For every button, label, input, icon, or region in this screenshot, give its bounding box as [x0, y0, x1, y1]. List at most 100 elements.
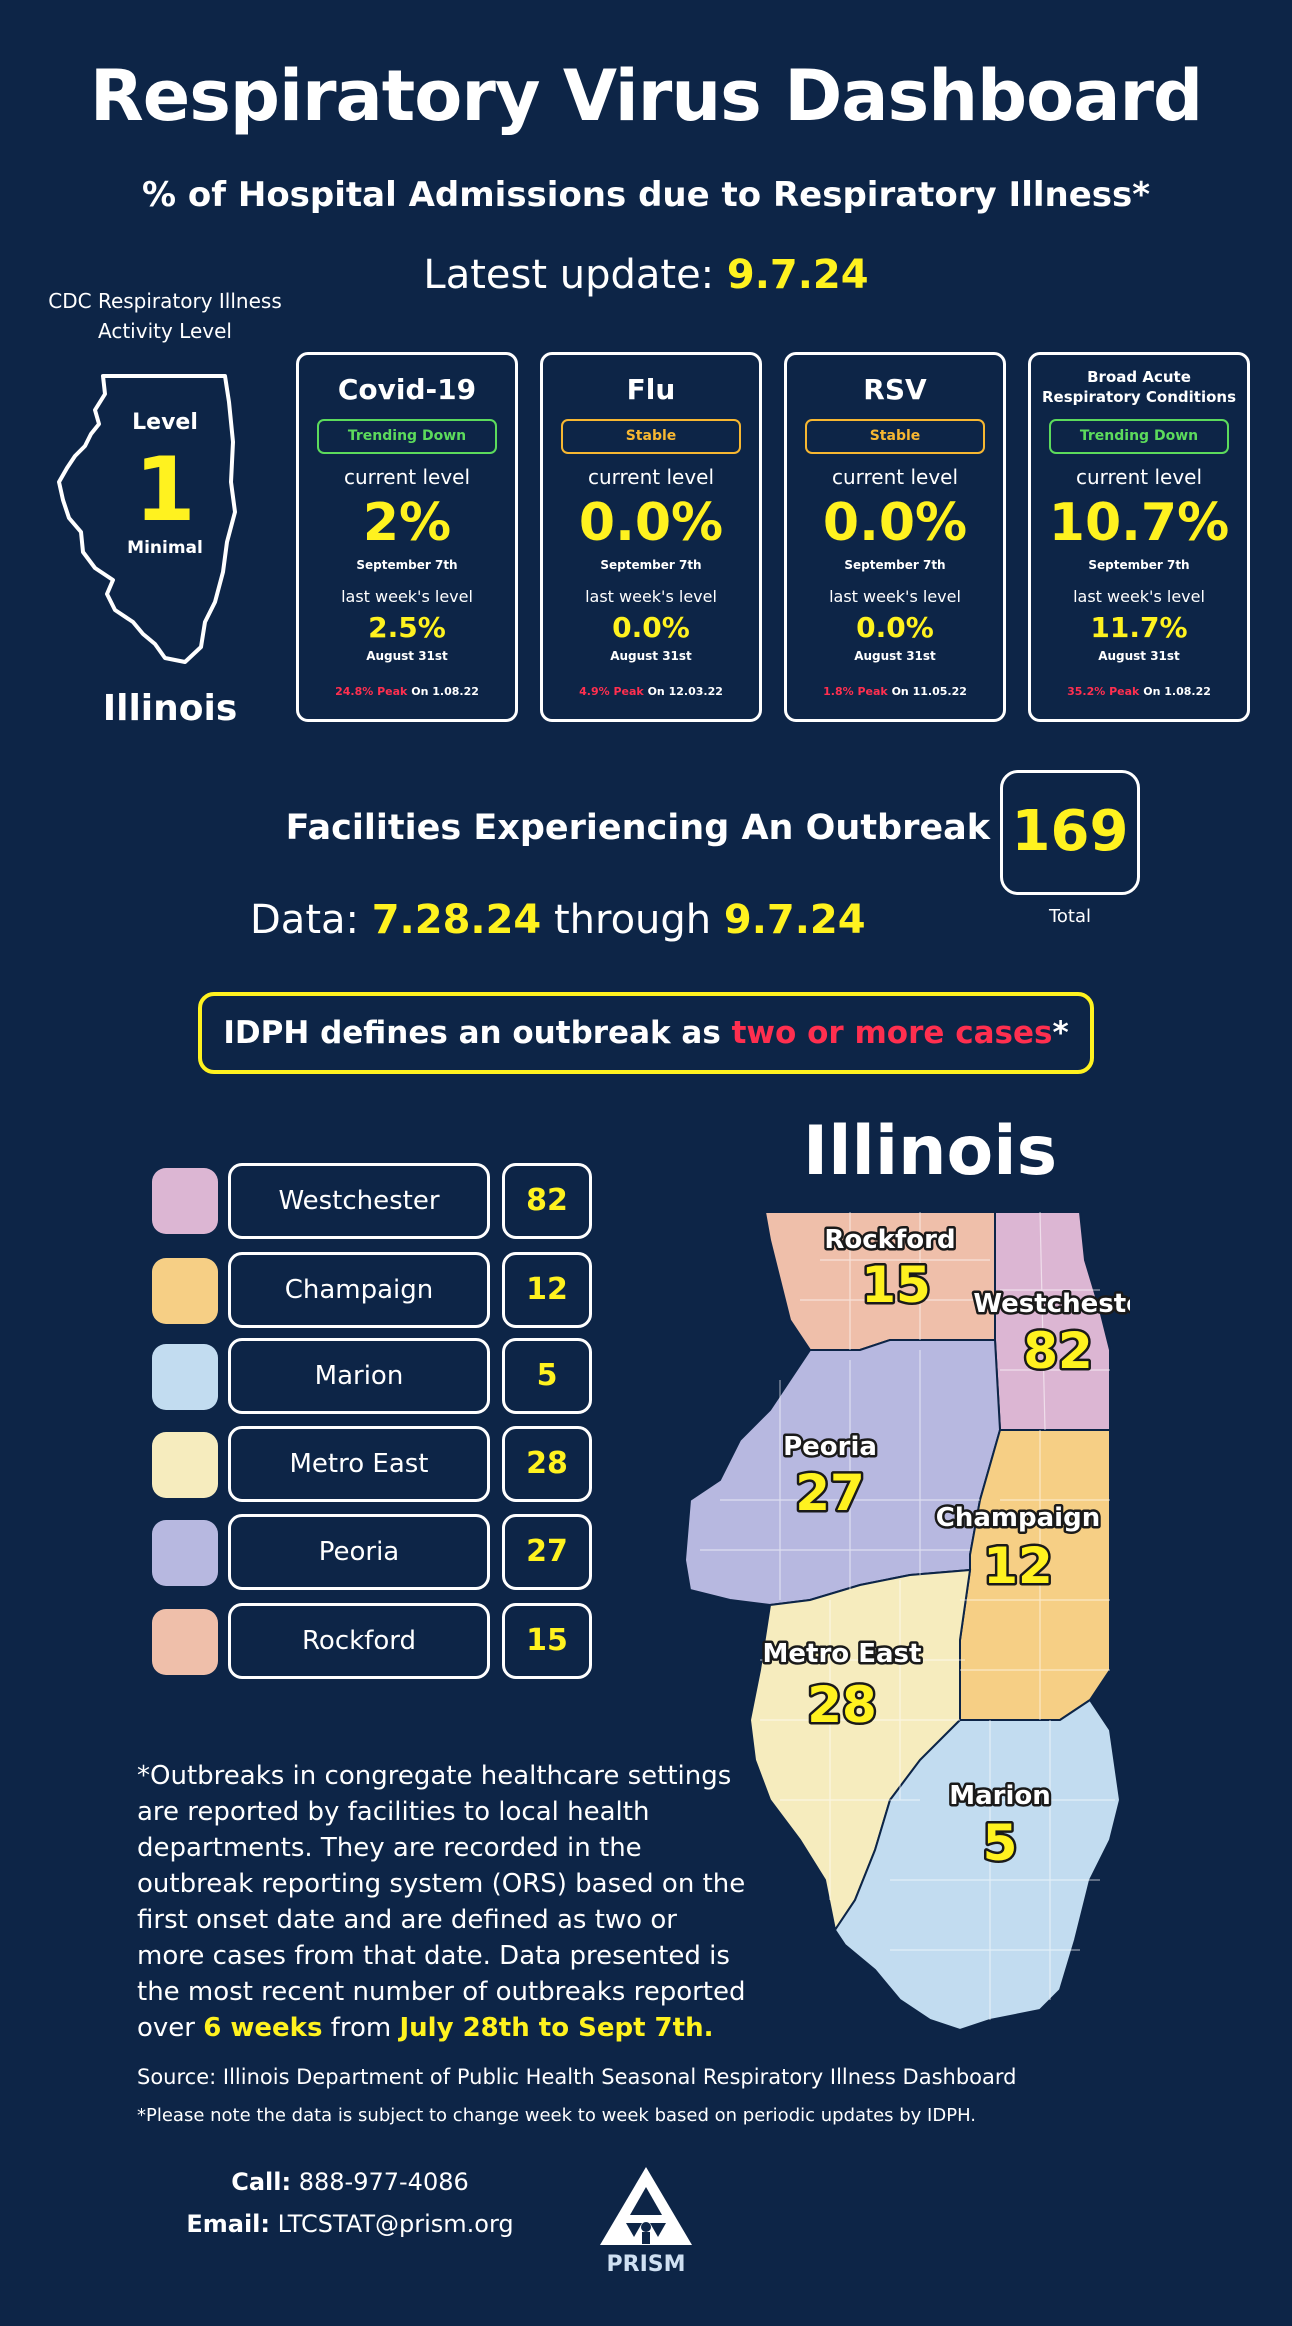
region-name: Champaign	[228, 1252, 490, 1328]
footnote-line: *Outbreaks in congregate healthcare sett…	[137, 1761, 732, 1791]
last-week-label: last week's level	[585, 587, 717, 606]
card-title: Flu	[626, 373, 676, 406]
map-label-rockford: Rockford	[824, 1225, 955, 1255]
region-swatch	[152, 1344, 218, 1410]
state-name: Illinois	[102, 688, 238, 729]
current-level-label: current level	[343, 465, 471, 489]
definition-suffix: *	[1052, 1015, 1069, 1051]
current-level-date: September 7th	[1088, 558, 1190, 572]
card-title-line2: Respiratory Conditions	[1041, 388, 1237, 406]
footnote-range: July 28th to Sept 7th.	[399, 2013, 714, 2043]
contact-email[interactable]: Email: LTCSTAT@prism.org	[150, 2210, 550, 2238]
phone-number[interactable]: 888-977-4086	[298, 2168, 469, 2196]
peak-value: 35.2% Peak	[1067, 685, 1140, 698]
region-count: 12	[502, 1252, 592, 1328]
map-label-marion: Marion	[949, 1781, 1051, 1811]
card-title: Covid-19	[337, 373, 477, 406]
outbreak-total: 169	[1000, 770, 1140, 895]
current-level-date: September 7th	[356, 558, 458, 572]
outbreak-definition: IDPH defines an outbreak as two or more …	[198, 992, 1094, 1074]
region-westchester	[994, 1211, 1111, 1431]
region-count: 28	[502, 1426, 592, 1502]
trend-badge: Stable	[805, 419, 985, 454]
disclaimer-note: *Please note the data is subject to chan…	[137, 2105, 977, 2126]
rsv-card: RSV Stable current level 0.0% September …	[784, 352, 1006, 722]
card-title: Broad Acute Respiratory Conditions	[1031, 367, 1247, 407]
region-swatch	[152, 1609, 218, 1675]
peak-info: 35.2% Peak On 1.08.22	[1031, 685, 1247, 698]
trend-badge: Trending Down	[317, 419, 497, 454]
last-week-label: last week's level	[1073, 587, 1205, 606]
illinois-region-map: Rockford 15 Westchester 82 Peoria 27 Cha…	[683, 1211, 1130, 2032]
last-week-value: 0.0%	[856, 611, 934, 644]
region-name: Rockford	[228, 1603, 490, 1679]
outbreak-heading: Facilities Experiencing An Outbreak	[285, 808, 990, 848]
illinois-outline-icon	[57, 374, 237, 664]
peak-date: On 1.08.22	[411, 685, 479, 698]
map-label-champaign: Champaign	[936, 1503, 1100, 1533]
map-count-rockford: 15	[861, 1256, 931, 1314]
current-level-label: current level	[1075, 465, 1203, 489]
region-count: 5	[502, 1338, 592, 1414]
current-level-date: September 7th	[844, 558, 946, 572]
flu-card: Flu Stable current level 0.0% September …	[540, 352, 762, 722]
level-description: Minimal	[127, 538, 203, 558]
outbreak-total-label: Total	[1048, 906, 1092, 927]
peak-date: On 12.03.22	[647, 685, 723, 698]
source-text: Source: Illinois Department of Public He…	[137, 2065, 1017, 2089]
update-label: Latest update:	[423, 252, 715, 298]
peak-info: 1.8% Peak On 11.05.22	[787, 685, 1003, 698]
region-swatch	[152, 1258, 218, 1324]
peak-info: 24.8% Peak On 1.08.22	[299, 685, 515, 698]
current-level-label: current level	[587, 465, 715, 489]
last-week-date: August 31st	[854, 649, 936, 663]
current-level-date: September 7th	[600, 558, 702, 572]
level-number: 1	[134, 438, 196, 541]
definition-highlight: two or more cases	[731, 1015, 1053, 1051]
current-level-label: current level	[831, 465, 959, 489]
peak-value: 4.9% Peak	[579, 685, 644, 698]
region-swatch	[152, 1432, 218, 1498]
footnote-line: over 6 weeks from July 28th to Sept 7th.	[137, 2010, 757, 2046]
cdc-activity-label: CDC Respiratory Illness Activity Level	[30, 286, 300, 346]
logo-text: PRISM	[607, 2252, 686, 2277]
last-week-value: 2.5%	[368, 611, 446, 644]
email-address[interactable]: LTCSTAT@prism.org	[277, 2210, 514, 2238]
trend-badge: Trending Down	[1049, 419, 1229, 454]
map-count-metro-east: 28	[807, 1676, 877, 1734]
level-word: Level	[132, 410, 198, 435]
map-count-peoria: 27	[795, 1464, 865, 1522]
broad-acute-card: Broad Acute Respiratory Conditions Trend…	[1028, 352, 1250, 722]
peak-date: On 1.08.22	[1143, 685, 1211, 698]
current-level-value: 0.0%	[822, 493, 968, 553]
update-date: 9.7.24	[726, 252, 869, 298]
contact-phone[interactable]: Call: 888-977-4086	[150, 2168, 550, 2196]
region-name: Westchester	[228, 1163, 490, 1239]
map-count-westchester: 82	[1023, 1322, 1093, 1380]
footnote-line: departments. They are recorded in the	[137, 1833, 642, 1863]
footnote-line: the most recent number of outbreaks repo…	[137, 1977, 746, 2007]
last-week-date: August 31st	[1098, 649, 1180, 663]
data-range-start: 7.28.24	[371, 897, 542, 943]
data-range: Data: 7.28.24 through 9.7.24	[250, 897, 1050, 943]
current-level-value: 2%	[362, 493, 452, 553]
peak-value: 1.8% Peak	[823, 685, 888, 698]
footnote-weeks: 6 weeks	[203, 2013, 323, 2043]
footnote-line: more cases from that date. Data presente…	[137, 1941, 730, 1971]
region-count: 82	[502, 1163, 592, 1239]
last-week-value: 11.7%	[1090, 611, 1188, 644]
cdc-label-line2: Activity Level	[98, 319, 232, 343]
map-label-peoria: Peoria	[783, 1432, 877, 1462]
page-title: Respiratory Virus Dashboard	[89, 55, 1203, 137]
footnote-prefix: over	[137, 2013, 195, 2043]
last-week-date: August 31st	[366, 649, 448, 663]
page-subtitle: % of Hospital Admissions due to Respirat…	[141, 175, 1151, 215]
region-name: Peoria	[228, 1514, 490, 1590]
trend-badge: Stable	[561, 419, 741, 454]
peak-value: 24.8% Peak	[335, 685, 408, 698]
map-count-champaign: 12	[983, 1537, 1053, 1595]
data-range-through: through	[553, 897, 712, 943]
definition-prefix: IDPH defines an outbreak as	[223, 1015, 721, 1051]
email-label: Email:	[186, 2210, 271, 2238]
covid-card: Covid-19 Trending Down current level 2% …	[296, 352, 518, 722]
